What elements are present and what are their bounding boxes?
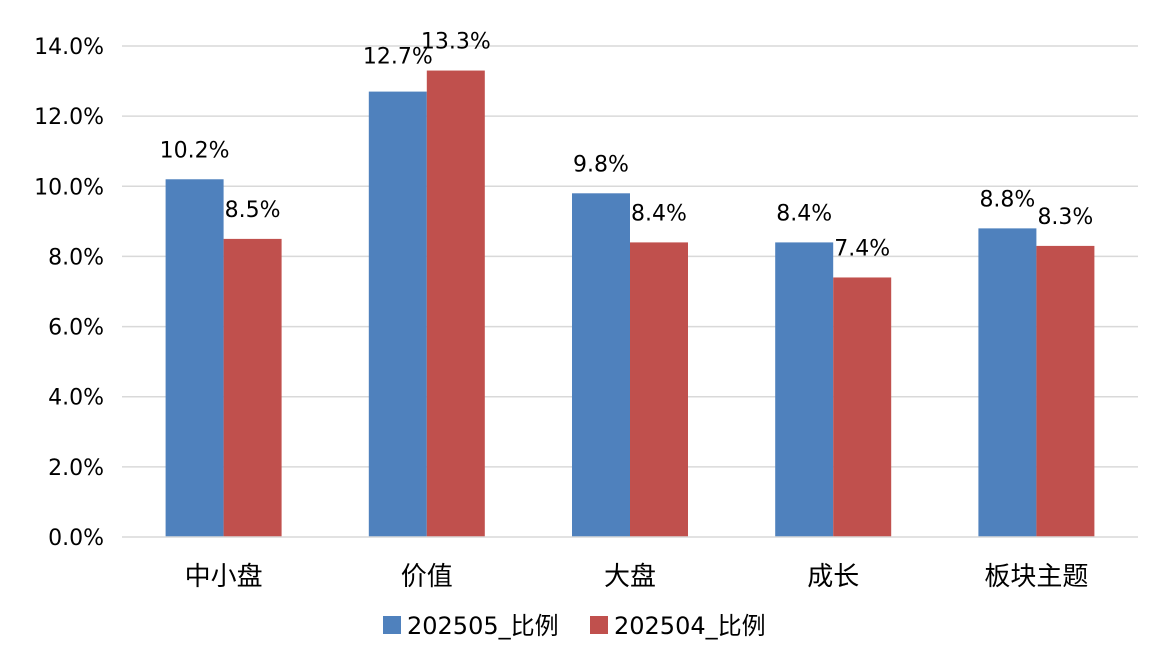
- legend-label: 202504_比例: [614, 612, 766, 640]
- data-label: 7.4%: [834, 236, 890, 261]
- y-tick-label: 0.0%: [48, 526, 104, 551]
- x-category-label: 成长: [807, 562, 859, 592]
- bar-series1: [775, 242, 834, 537]
- bar-series1: [165, 179, 224, 537]
- data-label: 8.8%: [979, 187, 1035, 212]
- y-tick-label: 14.0%: [34, 35, 104, 60]
- data-label: 8.4%: [776, 201, 832, 226]
- y-tick-label: 8.0%: [48, 245, 104, 270]
- y-tick-label: 6.0%: [48, 316, 104, 341]
- y-tick-label: 12.0%: [34, 105, 104, 130]
- bar-series2: [426, 70, 485, 538]
- bars: [165, 70, 1095, 538]
- legend: 202505_比例 202504_比例: [383, 612, 766, 640]
- data-label: 12.7%: [363, 45, 433, 70]
- data-label: 8.4%: [631, 201, 687, 226]
- y-axis-ticks: 0.0% 2.0% 4.0% 6.0% 8.0% 10.0% 12.0% 14.0%: [34, 35, 104, 551]
- x-axis-labels: 中小盘 价值 大盘 成长 板块主题: [185, 562, 1089, 592]
- data-label: 10.2%: [160, 138, 230, 163]
- bar-series1: [368, 91, 427, 537]
- bar-series2: [223, 238, 282, 537]
- x-category-label: 板块主题: [984, 562, 1088, 592]
- bar-series2: [1036, 245, 1095, 537]
- bar-series1: [978, 228, 1037, 537]
- data-labels: 10.2%8.5%12.7%13.3%9.8%8.4% 8.4%7.4%8.8%8…: [160, 30, 1094, 262]
- bar-series2: [833, 277, 892, 537]
- x-category-label: 价值: [401, 562, 453, 592]
- bar-series1: [572, 193, 630, 538]
- data-label: 8.5%: [225, 198, 281, 223]
- legend-swatch: [590, 616, 608, 634]
- data-label: 13.3%: [421, 30, 491, 55]
- y-tick-label: 10.0%: [34, 175, 104, 200]
- legend-swatch: [383, 616, 401, 634]
- y-tick-label: 4.0%: [48, 386, 104, 411]
- legend-label: 202505_比例: [407, 612, 559, 640]
- x-category-label: 中小盘: [185, 562, 263, 592]
- x-category-label: 大盘: [604, 562, 656, 592]
- data-label: 8.3%: [1037, 205, 1093, 230]
- y-tick-label: 2.0%: [48, 456, 104, 481]
- data-label: 9.8%: [573, 152, 629, 177]
- bar-series2: [630, 242, 688, 537]
